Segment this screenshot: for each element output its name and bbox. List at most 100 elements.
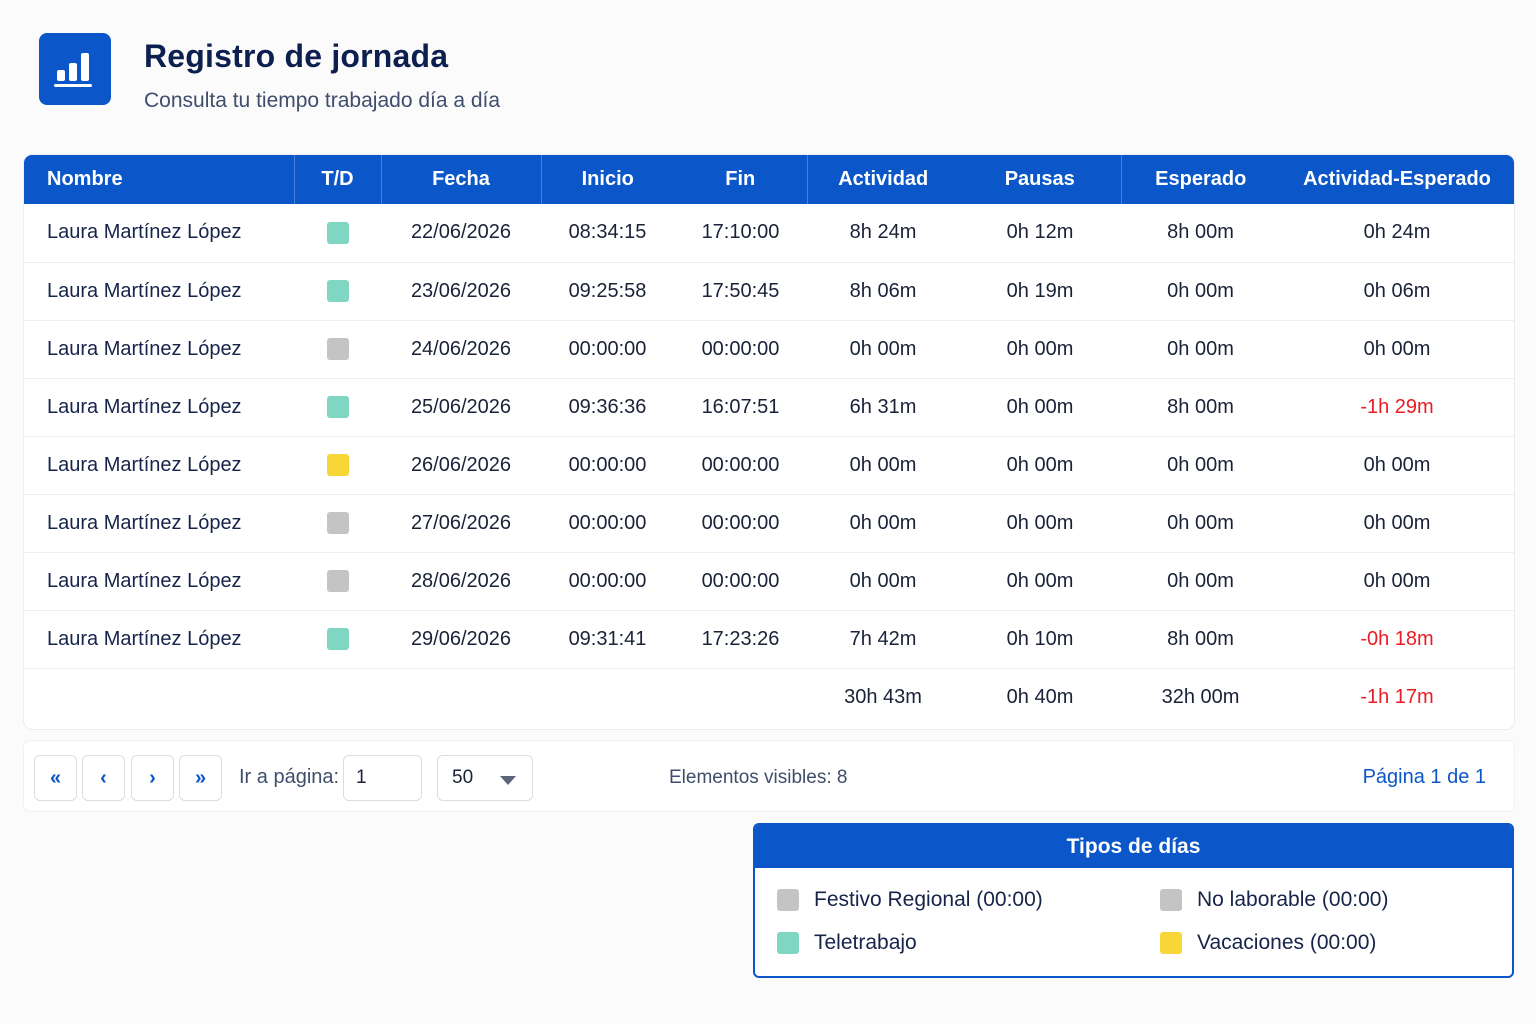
cell-date: 24/06/2026	[410, 337, 512, 360]
table-row[interactable]: Laura Martínez López 26/06/2026 00:00:00 00…	[24, 436, 1514, 494]
cell-end: 17:10:00	[701, 221, 780, 244]
table-row[interactable]: Laura Martínez López 29/06/2026 09:31:41 17…	[24, 610, 1514, 668]
next-page-button[interactable]: ›	[131, 755, 174, 801]
no-laborable-swatch	[326, 570, 349, 593]
cell-expected: 8h 00m	[1167, 395, 1234, 418]
cell-date: 29/06/2026	[410, 627, 512, 650]
table-row[interactable]: Laura Martínez López 23/06/2026 09:25:58 17…	[24, 262, 1514, 320]
cell-name: Laura Martínez López	[47, 627, 242, 650]
cell-diff: -1h 29m	[1360, 395, 1434, 418]
cell-pauses: 0h 10m	[1006, 627, 1074, 650]
cell-pauses: 0h 12m	[1006, 221, 1074, 244]
festivo-swatch	[326, 338, 349, 361]
first-page-button[interactable]: «	[34, 755, 77, 801]
table-row[interactable]: Laura Martínez López 25/06/2026 09:36:36 16…	[24, 378, 1514, 436]
table-row[interactable]: Laura Martínez López 27/06/2026 00:00:00 00…	[24, 494, 1514, 552]
page-size-select[interactable]: 50	[437, 755, 533, 801]
visible-items-count: Elementos visibles: 8	[669, 767, 848, 788]
column-header-inicio[interactable]: Inicio	[581, 168, 634, 190]
column-header-esperado[interactable]: Esperado	[1155, 168, 1247, 190]
page-size-value: 50	[452, 767, 474, 788]
column-header-td[interactable]: T/D	[294, 155, 382, 204]
cell-end: 00:00:00	[701, 569, 780, 592]
cell-expected: 8h 00m	[1167, 627, 1234, 650]
cell-activity: 0h 00m	[849, 337, 917, 360]
cell-end: 17:23:26	[701, 627, 780, 650]
column-header-pausas[interactable]: Pausas	[959, 155, 1122, 204]
column-header-fin[interactable]: Fin	[674, 155, 808, 204]
cell-date: 26/06/2026	[410, 453, 512, 476]
cell-pauses: 0h 00m	[1006, 569, 1074, 592]
cell-day-type	[294, 320, 381, 378]
cell-diff: 0h 00m	[1363, 453, 1431, 476]
totals-row: 30h 43m 0h 40m 32h 00m -1h 17m	[24, 668, 1514, 726]
column-header-actividad[interactable]: Actividad	[838, 168, 929, 190]
totals-empty-cell	[24, 668, 294, 726]
page-header: Registro de jornada Consulta tu tiempo t…	[39, 33, 500, 113]
cell-activity: 0h 00m	[849, 453, 917, 476]
cell-start: 09:25:58	[568, 279, 647, 302]
cell-day-type	[294, 378, 381, 436]
cell-end: 00:00:00	[701, 337, 780, 360]
teletrabajo-swatch	[326, 221, 349, 244]
cell-name: Laura Martínez López	[47, 453, 242, 476]
totals-empty-cell	[674, 668, 807, 726]
cell-date: 28/06/2026	[410, 569, 512, 592]
teletrabajo-swatch	[777, 932, 799, 954]
teletrabajo-swatch	[326, 280, 349, 303]
legend-title: Tipos de días	[755, 825, 1512, 868]
prev-page-button[interactable]: ‹	[82, 755, 125, 801]
no-laborable-swatch	[326, 512, 349, 535]
table-row[interactable]: Laura Martínez López 22/06/2026 08:34:15 17…	[24, 204, 1514, 262]
column-header-nombre[interactable]: Nombre	[24, 155, 295, 204]
totals-empty-cell	[541, 668, 674, 726]
page-title: Registro de jornada	[144, 38, 449, 74]
cell-start: 08:34:15	[568, 221, 647, 244]
cell-start: 00:00:00	[568, 453, 647, 476]
cell-name: Laura Martínez López	[47, 221, 242, 244]
attendance-table: Nombre T/D Fecha Inicio Fin Actividad Pa…	[24, 155, 1514, 726]
cell-day-type	[294, 436, 381, 494]
cell-diff: 0h 06m	[1363, 279, 1431, 302]
cell-expected: 0h 00m	[1167, 511, 1234, 534]
legend-item-vacaciones: Vacaciones (00:00)	[1160, 931, 1376, 955]
no-laborable-swatch	[1160, 889, 1182, 911]
column-header-fecha[interactable]: Fecha	[381, 155, 542, 204]
cell-activity: 8h 24m	[849, 221, 917, 244]
cell-pauses: 0h 00m	[1006, 511, 1074, 534]
pagination-bar: « ‹ › » Ir a página: 50 Elementos visibl…	[24, 741, 1514, 811]
cell-day-type	[294, 610, 381, 668]
page-subtitle: Consulta tu tiempo trabajado día a día	[144, 89, 501, 112]
legend-item-no-laborable: No laborable (00:00)	[1160, 888, 1388, 912]
caret-down-icon	[500, 776, 516, 785]
cell-activity: 6h 31m	[849, 395, 917, 418]
cell-date: 25/06/2026	[410, 395, 512, 418]
total-diff: -1h 17m	[1360, 685, 1434, 708]
cell-pauses: 0h 00m	[1006, 337, 1074, 360]
cell-date: 22/06/2026	[410, 221, 512, 244]
total-activity: 30h 43m	[844, 685, 922, 708]
chevron-left-icon: ‹	[100, 766, 107, 789]
total-expected: 32h 00m	[1161, 685, 1240, 708]
teletrabajo-swatch	[326, 396, 349, 419]
cell-expected: 0h 00m	[1167, 453, 1234, 476]
cell-activity: 0h 00m	[849, 569, 917, 592]
cell-end: 16:07:51	[701, 395, 780, 418]
teletrabajo-swatch	[326, 628, 349, 651]
cell-date: 27/06/2026	[410, 511, 512, 534]
table-header-row: Nombre T/D Fecha Inicio Fin Actividad Pa…	[24, 155, 1514, 204]
table-row[interactable]: Laura Martínez López 28/06/2026 00:00:00 00…	[24, 552, 1514, 610]
goto-page-input[interactable]	[343, 755, 422, 801]
cell-name: Laura Martínez López	[47, 569, 242, 592]
total-pauses: 0h 40m	[1006, 685, 1074, 708]
cell-pauses: 0h 19m	[1006, 279, 1074, 302]
last-page-button[interactable]: »	[179, 755, 222, 801]
cell-start: 09:36:36	[568, 395, 647, 418]
totals-empty-cell	[381, 668, 541, 726]
cell-start: 00:00:00	[568, 511, 647, 534]
column-header-actividad-esperado[interactable]: Actividad-Esperado	[1303, 168, 1491, 190]
cell-expected: 8h 00m	[1167, 221, 1234, 244]
vacaciones-swatch	[326, 454, 349, 477]
attendance-table-card: Nombre T/D Fecha Inicio Fin Actividad Pa…	[24, 155, 1514, 729]
table-row[interactable]: Laura Martínez López 24/06/2026 00:00:00 00…	[24, 320, 1514, 378]
